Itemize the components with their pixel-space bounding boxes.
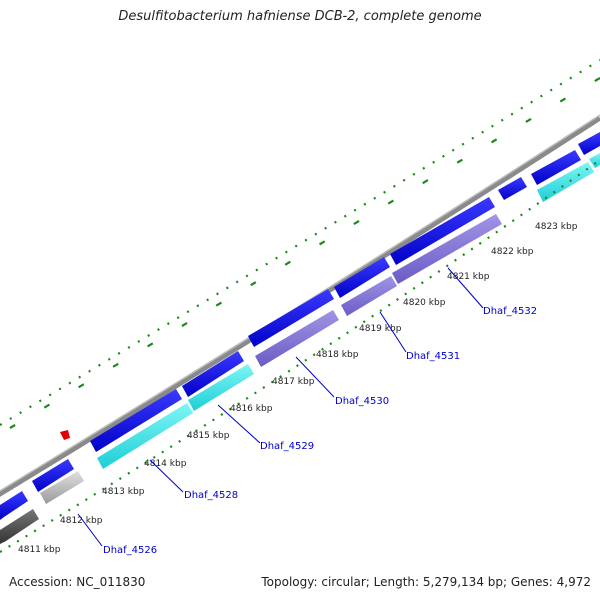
kbp-label: 4814 kbp (144, 459, 187, 469)
gene-arrow[interactable] (498, 177, 527, 200)
gene-arrow[interactable] (90, 389, 182, 452)
gene-arrow[interactable] (392, 214, 502, 284)
gene-arrow[interactable] (248, 289, 334, 347)
kbp-label: 4822 kbp (491, 247, 534, 257)
gene-arrow[interactable] (0, 491, 28, 520)
gene-arrow[interactable] (390, 197, 495, 265)
gene-label[interactable]: Dhaf_4531 (406, 351, 460, 362)
accession-text: Accession: NC_011830 (9, 575, 146, 589)
gene-label[interactable]: Dhaf_4532 (483, 306, 537, 317)
gene-arrow[interactable] (537, 162, 594, 202)
kbp-label: 4820 kbp (403, 298, 446, 308)
outer-tick-ring (0, 59, 600, 426)
inner-tick-ring (0, 159, 600, 553)
kbp-label: 4813 kbp (102, 487, 145, 497)
gene-label[interactable]: Dhaf_4530 (335, 396, 389, 407)
map-title: Desulfitobacterium hafniense DCB-2, comp… (118, 9, 482, 24)
gene-labels: Dhaf_4526 Dhaf_4528 Dhaf_4529 Dhaf_4530 … (103, 306, 537, 556)
kbp-label: 4812 kbp (60, 516, 103, 526)
gene-arrow[interactable] (188, 364, 254, 411)
gene-arrow[interactable] (334, 257, 390, 298)
gene-arrow[interactable] (589, 153, 600, 168)
kbp-label: 4811 kbp (18, 545, 61, 555)
kbp-labels: 4811 kbp 4812 kbp 4813 kbp 4814 kbp 4815… (18, 222, 578, 555)
kbp-label: 4817 kbp (272, 377, 315, 387)
gene-arrow[interactable] (182, 351, 244, 397)
gene-label[interactable]: Dhaf_4528 (184, 490, 238, 501)
reverse-genes (0, 153, 600, 544)
gene-label[interactable]: Dhaf_4529 (260, 441, 314, 452)
gene-arrow[interactable] (32, 459, 74, 492)
gene-label-leaders (77, 267, 484, 547)
gene-arrow[interactable] (0, 509, 39, 544)
gene-arrow[interactable] (531, 150, 581, 185)
kbp-label: 4818 kbp (316, 350, 359, 360)
gene-arrow[interactable] (40, 471, 84, 504)
gene-label[interactable]: Dhaf_4526 (103, 545, 157, 556)
forward-genes (0, 132, 600, 520)
kbp-label: 4819 kbp (359, 324, 402, 334)
kbp-label: 4816 kbp (230, 404, 273, 414)
kbp-label: 4823 kbp (535, 222, 578, 232)
gene-arrow[interactable] (255, 310, 339, 367)
gene-arrow[interactable] (341, 276, 397, 316)
kbp-label: 4821 kbp (447, 272, 490, 282)
marker-icon (60, 430, 70, 440)
topology-text: Topology: circular; Length: 5,279,134 bp… (261, 575, 591, 589)
gene-arrow[interactable] (97, 403, 193, 469)
gene-arrow[interactable] (578, 132, 600, 155)
kbp-label: 4815 kbp (187, 431, 230, 441)
